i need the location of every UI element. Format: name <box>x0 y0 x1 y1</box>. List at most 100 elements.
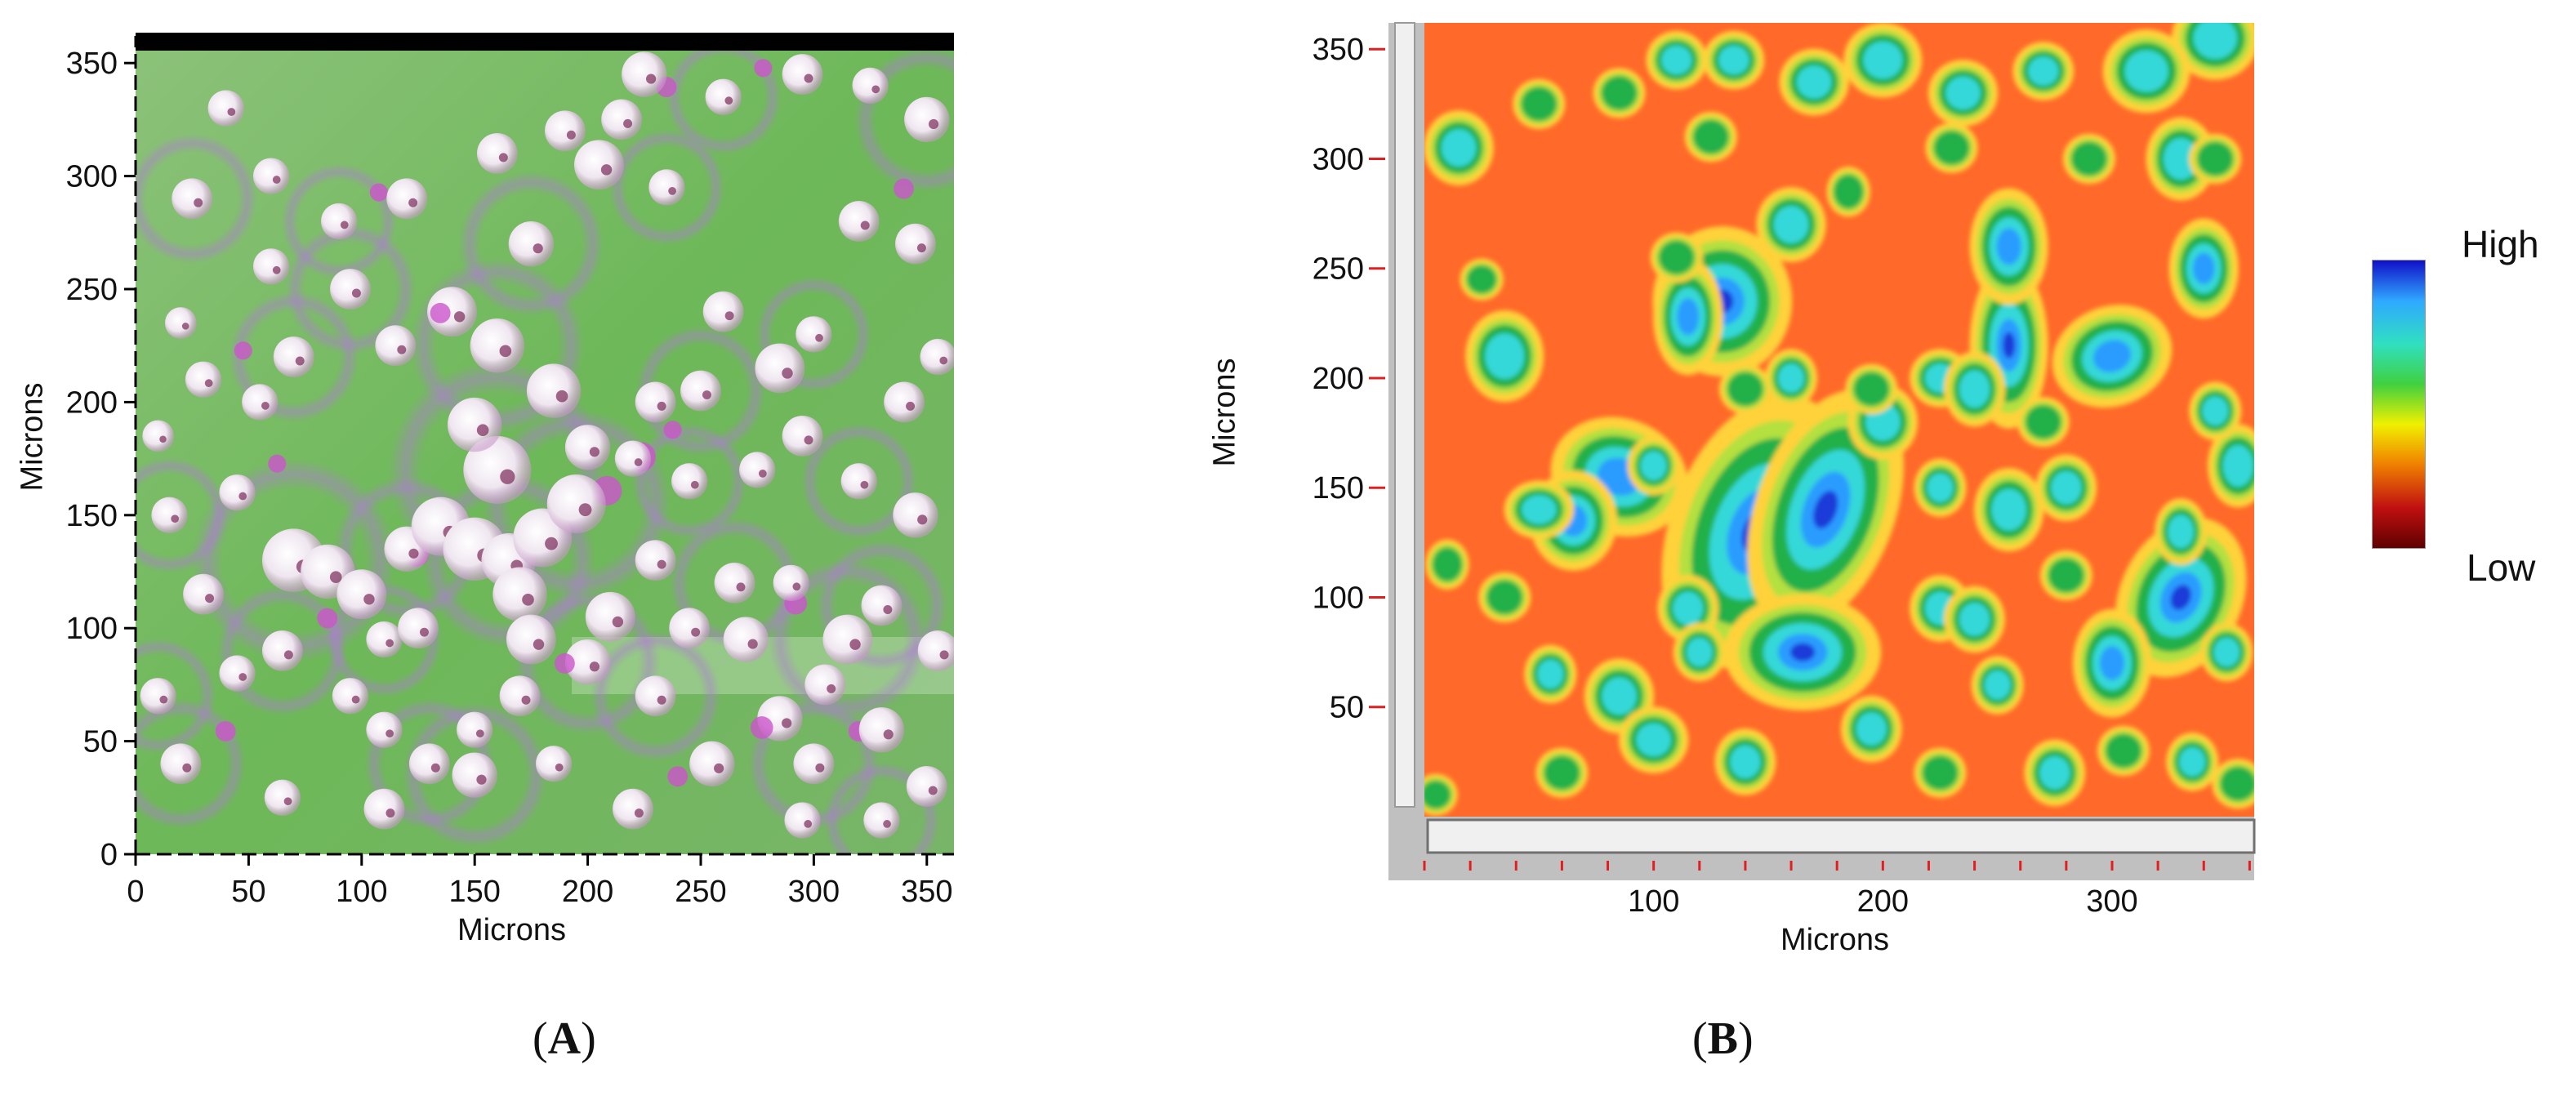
y-tick-label: 200 <box>1313 362 1364 396</box>
height-feature <box>2193 23 2237 60</box>
x-tick-label: 150 <box>448 875 500 909</box>
micrograph-top-bar <box>136 33 954 51</box>
particle <box>142 420 175 452</box>
particle <box>273 336 314 377</box>
particle <box>755 343 805 394</box>
particle <box>564 425 611 470</box>
particle <box>452 752 497 798</box>
height-feature <box>1959 602 1990 636</box>
pink-speck <box>750 716 773 739</box>
particle-core <box>386 729 394 738</box>
particle-core <box>408 548 419 559</box>
height-feature <box>2048 558 2084 593</box>
particle <box>702 291 744 332</box>
particle-core <box>545 537 558 550</box>
particle <box>840 463 877 500</box>
particle-core <box>724 311 734 321</box>
height-feature <box>1544 755 1580 791</box>
particle-core <box>566 130 576 140</box>
height-feature <box>2025 404 2061 439</box>
pink-speck <box>894 178 915 199</box>
particle-core <box>476 774 487 785</box>
particle-core <box>283 797 292 806</box>
particle-core <box>849 639 861 650</box>
particle <box>861 585 902 626</box>
particle-core <box>555 390 568 403</box>
x-tick-label: 250 <box>675 875 726 909</box>
height-feature <box>1727 372 1763 407</box>
y-tick-label: 250 <box>1313 252 1364 287</box>
particle-core <box>430 763 440 773</box>
height-feature <box>1466 265 1497 294</box>
particle <box>164 307 197 339</box>
particle <box>920 338 954 376</box>
height-feature <box>2071 141 2107 176</box>
particle-core <box>589 447 599 457</box>
height-feature <box>2179 747 2206 777</box>
particle <box>858 707 905 753</box>
particle-core <box>555 763 564 772</box>
height-feature <box>2163 137 2199 180</box>
particle <box>895 223 936 265</box>
particle <box>183 573 224 615</box>
x-tick-label: 200 <box>562 875 613 909</box>
frame-bottom-slot <box>1426 818 2256 854</box>
y-tick-label: 0 <box>100 838 118 872</box>
height-feature <box>2170 585 2191 610</box>
panel-b-figure: 100 200 300 50 100 150 200 250 300 350 <box>1313 22 2256 919</box>
particle <box>613 788 653 830</box>
particle-core <box>182 763 192 773</box>
particle <box>332 678 369 715</box>
particle-core <box>758 470 767 478</box>
height-feature <box>1636 723 1671 757</box>
particle <box>822 614 873 665</box>
height-feature <box>1432 547 1463 582</box>
particle-core <box>194 198 203 207</box>
particle-core <box>533 639 545 650</box>
x-tick-label: 100 <box>336 875 387 909</box>
particle-core <box>747 639 758 649</box>
particle <box>782 416 823 457</box>
particle <box>207 90 244 127</box>
y-tick-label: 200 <box>66 385 118 420</box>
height-feature <box>1486 580 1523 615</box>
height-feature <box>1991 488 2027 531</box>
particle-core <box>916 243 926 253</box>
colorbar-high-label: High <box>2462 223 2539 265</box>
particle-core <box>261 401 270 410</box>
y-tick-label: 300 <box>1313 142 1364 176</box>
pink-speck <box>667 766 689 787</box>
particle-core <box>871 85 880 94</box>
particle-core <box>453 311 466 323</box>
panel-a-caption-letter: A <box>547 1013 582 1064</box>
particle <box>723 617 769 662</box>
particle <box>564 639 611 685</box>
particle-core <box>782 367 793 379</box>
particle <box>893 492 938 538</box>
particle <box>219 474 256 511</box>
x-tick-label: 0 <box>127 875 144 909</box>
pink-speck <box>268 454 287 473</box>
particle-core <box>883 729 894 740</box>
particle <box>573 140 624 190</box>
particle-core <box>623 118 633 128</box>
y-tick-label: 50 <box>83 725 118 759</box>
height-feature <box>1661 45 1692 75</box>
particle-core <box>657 559 666 569</box>
panel-a-ylabel: Microns <box>15 382 50 492</box>
particle <box>680 370 721 412</box>
particle <box>262 630 303 671</box>
particle <box>375 325 417 367</box>
particle-core <box>860 220 870 230</box>
particle-core <box>159 695 168 704</box>
x-tick-label: 300 <box>2086 884 2137 919</box>
particle <box>739 452 776 488</box>
particle-core <box>386 639 394 648</box>
y-tick-label: 250 <box>66 273 118 307</box>
particle-core <box>702 390 711 400</box>
height-feature <box>1813 490 1838 529</box>
height-feature <box>1677 298 1700 336</box>
particle-core <box>589 661 599 672</box>
particle <box>804 664 846 706</box>
particle-core <box>351 288 361 298</box>
